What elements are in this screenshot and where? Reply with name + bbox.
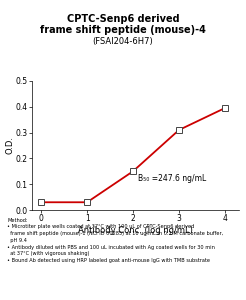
Y-axis label: O.D.: O.D.	[5, 136, 14, 154]
Text: Method:
• Microtiter plate wells coated at 37°C with 100 uL of CPTC-Senp6 derive: Method: • Microtiter plate wells coated …	[7, 218, 224, 263]
Text: (FSAI204-6H7): (FSAI204-6H7)	[93, 37, 153, 46]
Text: B₅₀ =247.6 ng/mL: B₅₀ =247.6 ng/mL	[138, 174, 206, 183]
Text: frame shift peptide (mouse)-4: frame shift peptide (mouse)-4	[40, 25, 206, 34]
Text: CPTC-Senp6 derived: CPTC-Senp6 derived	[67, 14, 179, 23]
X-axis label: Antibody Conc. (log ng/mL): Antibody Conc. (log ng/mL)	[78, 226, 193, 235]
